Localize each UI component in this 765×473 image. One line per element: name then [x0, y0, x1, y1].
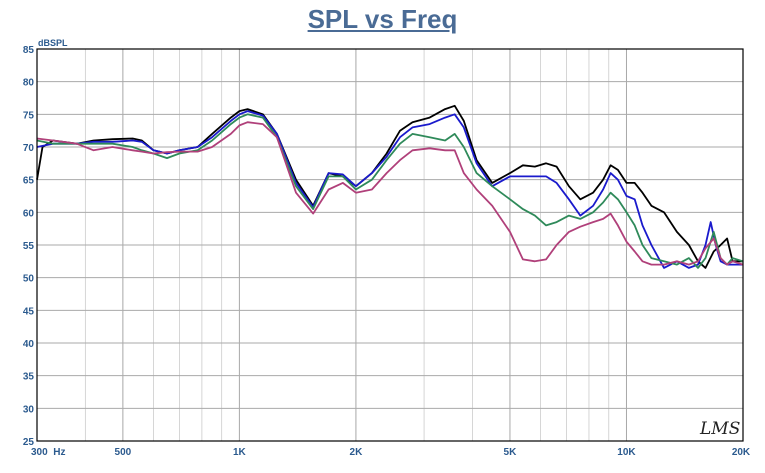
- y-tick-label: 40: [23, 339, 35, 350]
- y-tick-label: 55: [23, 241, 35, 252]
- y-tick-label: 45: [23, 306, 35, 317]
- x-tick-label: 500: [115, 447, 132, 458]
- series-line-2: [36, 110, 743, 269]
- y-tick-label: 85: [23, 45, 35, 56]
- x-tick-label: 1K: [233, 447, 247, 458]
- plot-frame: [36, 48, 744, 442]
- grid: [36, 48, 744, 442]
- x-tick-label: 2K: [350, 447, 364, 458]
- x-tick-label: 300 Hz: [31, 447, 65, 458]
- y-tick-label: 80: [23, 78, 35, 89]
- x-tick-label: 5K: [504, 447, 518, 458]
- x-tick-label: 20K: [732, 447, 751, 458]
- y-tick-label: 30: [23, 404, 35, 415]
- y-tick-label: 35: [23, 372, 35, 383]
- y-tick-label: 60: [23, 208, 35, 219]
- y-tick-label: 75: [23, 110, 35, 121]
- series-group: [36, 104, 744, 269]
- series-line-4: [36, 121, 744, 266]
- axis-labels: 25 30 35 40 45 50 55 60 65 70 75 80 85 300 Hz 500 1K 2K 5…: [23, 45, 751, 458]
- y-tick-label: 25: [23, 437, 35, 448]
- x-tick-label: 10K: [617, 447, 636, 458]
- chart-title: SPL vs Freq: [307, 4, 458, 34]
- y-axis-label: dBSPL: [38, 38, 68, 48]
- y-tick-label: 50: [23, 274, 35, 285]
- lms-logo: LMS: [699, 419, 740, 439]
- y-tick-label: 65: [23, 176, 35, 187]
- y-tick-label: 70: [23, 143, 35, 154]
